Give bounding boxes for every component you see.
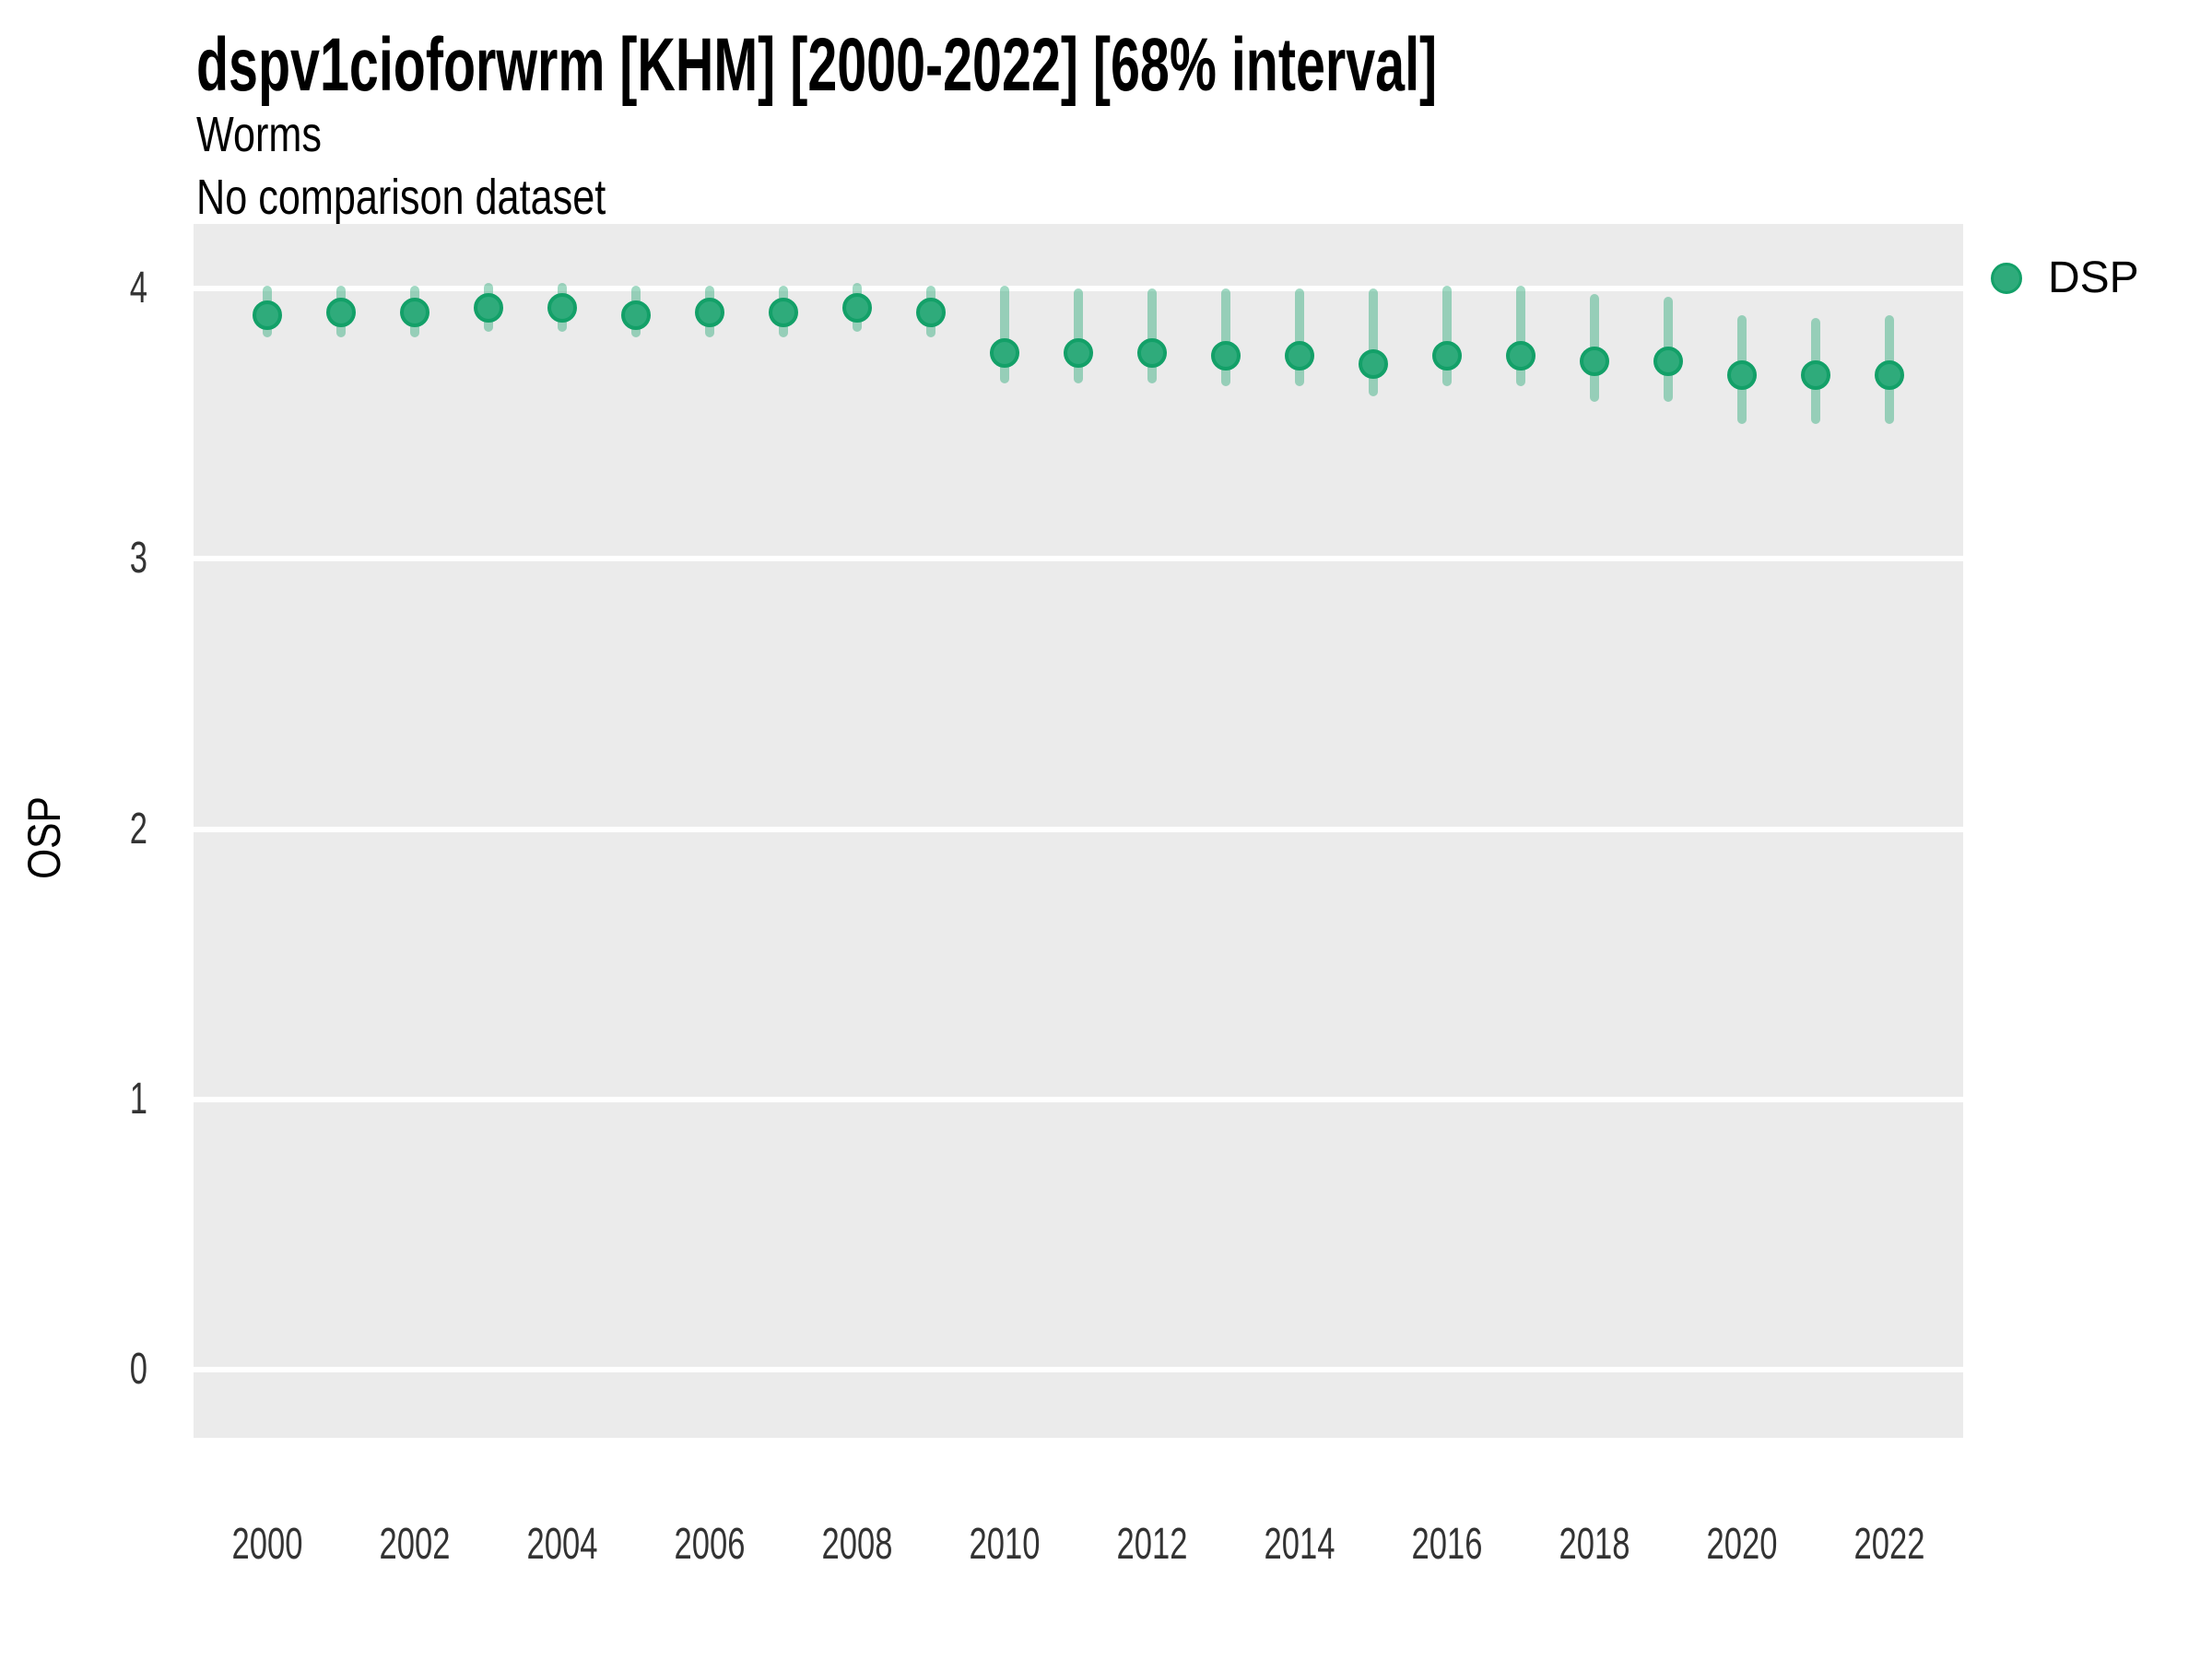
x-tick-label-2012: 2012 — [1116, 1520, 1188, 1569]
plot-panel — [194, 224, 1963, 1438]
data-point-2004 — [547, 292, 577, 323]
interval-bar-2012 — [1147, 288, 1157, 383]
x-tick-label-2004: 2004 — [526, 1520, 598, 1569]
data-point-2002 — [400, 298, 429, 328]
legend-key-point — [1991, 263, 2022, 294]
data-point-2006 — [695, 298, 724, 328]
data-point-2005 — [621, 300, 651, 331]
interval-bar-2015 — [1369, 288, 1378, 397]
comparison-note: No comparison dataset — [196, 170, 606, 225]
legend: DSP — [1991, 254, 2139, 302]
x-tick-label-2020: 2020 — [1706, 1520, 1778, 1569]
data-point-2010 — [990, 338, 1019, 369]
data-point-2020 — [1727, 359, 1757, 390]
interval-bar-2014 — [1295, 288, 1304, 386]
data-point-2007 — [769, 298, 798, 328]
x-tick-label-2002: 2002 — [379, 1520, 451, 1569]
x-tick-label-2008: 2008 — [821, 1520, 893, 1569]
data-point-2021 — [1801, 359, 1830, 390]
chart-subtitle: Worms — [196, 107, 322, 162]
x-tick-label-2018: 2018 — [1559, 1520, 1630, 1569]
y-tick-label-0: 0 — [129, 1345, 147, 1394]
data-point-2012 — [1137, 338, 1167, 369]
data-point-2008 — [842, 292, 872, 323]
data-point-2001 — [326, 298, 356, 328]
data-point-2018 — [1580, 347, 1609, 377]
data-point-2013 — [1211, 341, 1241, 371]
data-point-2009 — [916, 298, 946, 328]
x-tick-label-2022: 2022 — [1853, 1520, 1925, 1569]
y-tick-label-1: 1 — [129, 1074, 147, 1124]
legend-item-label: DSP — [2048, 253, 2139, 302]
data-point-2016 — [1432, 341, 1462, 371]
y-tick-label-4: 4 — [129, 264, 147, 312]
x-tick-label-2016: 2016 — [1411, 1520, 1483, 1569]
gridline-y-4 — [194, 286, 1963, 291]
data-point-2017 — [1506, 341, 1535, 371]
interval-bar-2013 — [1221, 288, 1230, 386]
x-tick-label-2006: 2006 — [674, 1520, 746, 1569]
gridline-y-3 — [194, 556, 1963, 562]
y-tick-label-2: 2 — [129, 804, 147, 853]
interval-bar-2016 — [1442, 286, 1452, 386]
chart-title: dspv1cioforwrm [KHM] [2000-2022] [68% in… — [196, 23, 1438, 107]
data-point-2011 — [1064, 338, 1093, 369]
data-point-2014 — [1285, 341, 1314, 371]
data-point-2019 — [1653, 347, 1683, 377]
gridline-y-1 — [194, 1096, 1963, 1102]
gridline-y-0 — [194, 1367, 1963, 1372]
x-tick-label-2000: 2000 — [231, 1520, 303, 1569]
interval-bar-2010 — [1000, 286, 1009, 383]
data-point-2000 — [253, 300, 282, 331]
y-tick-label-3: 3 — [129, 534, 147, 583]
interval-bar-2011 — [1074, 288, 1083, 383]
gridline-y-2 — [194, 826, 1963, 832]
data-point-2015 — [1359, 349, 1388, 380]
interval-bar-2017 — [1516, 286, 1525, 386]
x-tick-label-2010: 2010 — [969, 1520, 1041, 1569]
data-point-2022 — [1875, 359, 1904, 390]
y-axis-title: OSP — [18, 796, 70, 879]
data-point-2003 — [474, 292, 503, 323]
x-tick-label-2014: 2014 — [1264, 1520, 1335, 1569]
